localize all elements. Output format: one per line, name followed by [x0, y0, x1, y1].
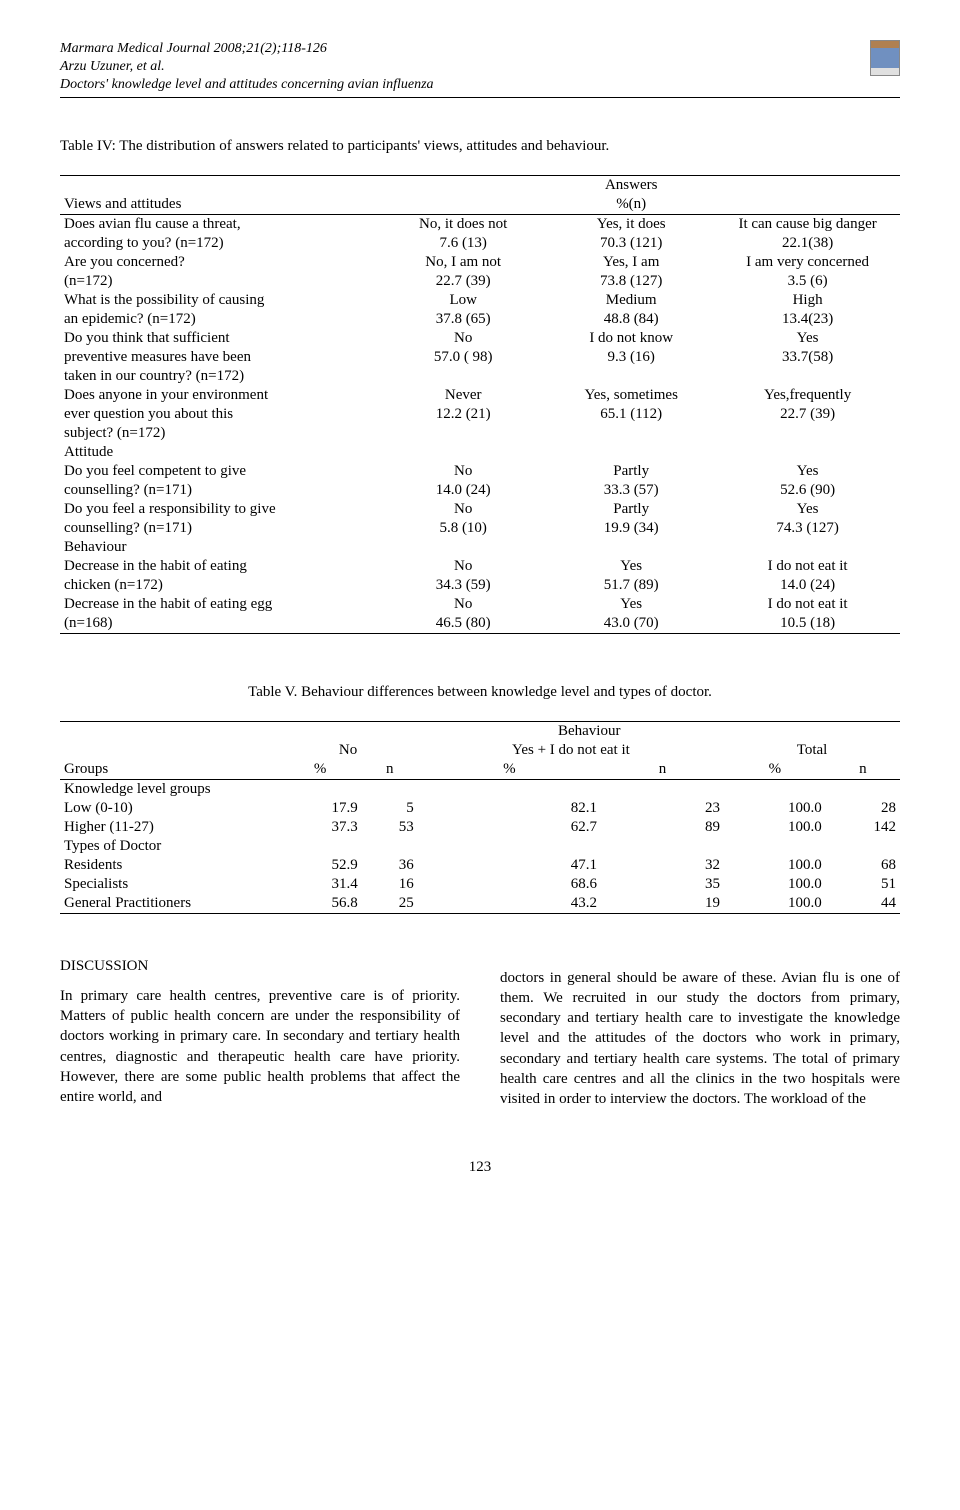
answers-head: Answers	[547, 175, 715, 195]
table-row: Residents52.93647.132100.068	[60, 856, 900, 875]
table-row: Low (0-10)17.9582.123100.028	[60, 799, 900, 818]
discussion-right: doctors in general should be aware of th…	[500, 934, 900, 1110]
journal-ref: Marmara Medical Journal 2008;21(2);118-1…	[60, 40, 434, 58]
author-line: Arzu Uzuner, et al.	[60, 58, 434, 76]
table4-caption: Table IV: The distribution of answers re…	[60, 138, 900, 155]
behaviour-head: Behaviour	[60, 538, 379, 557]
header-text: Marmara Medical Journal 2008;21(2);118-1…	[60, 40, 434, 95]
table5-caption: Table V. Behaviour differences between k…	[60, 684, 900, 701]
header-title: Doctors' knowledge level and attitudes c…	[60, 76, 434, 94]
answers-sub: %(n)	[547, 195, 715, 215]
td-head: Types of Doctor	[60, 837, 278, 856]
table-row: Higher (11-27)37.35362.789100.0142	[60, 818, 900, 837]
beh-head: Behaviour	[278, 721, 900, 741]
discussion-head: DISCUSSION	[60, 956, 460, 976]
groups-label: Groups	[60, 760, 278, 780]
table4: Answers Views and attitudes %(n) Does av…	[60, 175, 900, 634]
journal-logo-icon	[870, 40, 900, 76]
discussion-left: In primary care health centres, preventi…	[60, 986, 460, 1108]
table-row: General Practitioners56.82543.219100.044	[60, 894, 900, 914]
table5: Behaviour No Yes + I do not eat it Total…	[60, 721, 900, 914]
kl-head: Knowledge level groups	[60, 779, 278, 799]
table-row: Specialists31.41668.635100.051	[60, 875, 900, 894]
page-header: Marmara Medical Journal 2008;21(2);118-1…	[60, 40, 900, 98]
views-head: Views and attitudes	[60, 195, 379, 215]
page-number: 123	[60, 1159, 900, 1176]
q-label: Does avian flu cause a threat,	[60, 214, 379, 234]
attitude-head: Attitude	[60, 443, 379, 462]
